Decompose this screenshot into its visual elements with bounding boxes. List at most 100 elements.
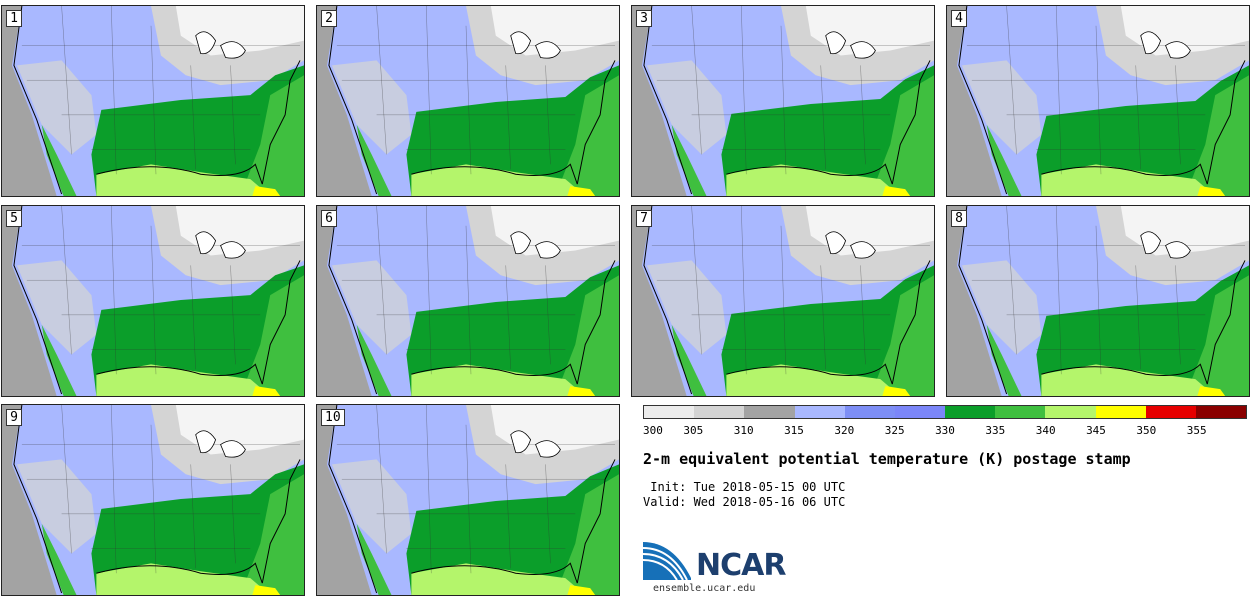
great-lakes xyxy=(825,231,876,259)
mountain-region xyxy=(16,60,97,155)
member-number: 10 xyxy=(321,409,345,426)
warm-region xyxy=(721,265,934,396)
coastline xyxy=(576,260,616,385)
warm-region xyxy=(406,265,619,396)
state-border xyxy=(691,6,702,155)
state-border xyxy=(111,405,117,574)
gulf-region xyxy=(96,364,271,396)
state-border xyxy=(190,65,196,170)
coastline xyxy=(643,6,693,195)
warm-region xyxy=(1036,265,1249,396)
ocean-region xyxy=(2,206,57,396)
warm-region xyxy=(91,65,304,196)
map-field xyxy=(947,6,1249,196)
colorbar-cell xyxy=(995,406,1046,418)
mountain-region xyxy=(16,260,97,355)
map-field xyxy=(632,206,934,396)
colorbar-cell xyxy=(794,406,845,418)
coast-region xyxy=(671,124,707,196)
state-border xyxy=(376,6,387,155)
state-border xyxy=(1135,265,1141,370)
state-border xyxy=(780,25,787,175)
coastline xyxy=(643,206,693,395)
hot-spot xyxy=(882,186,911,196)
postage-stamp-map: 10 xyxy=(316,404,620,596)
coast-region xyxy=(986,324,1022,396)
mountain-region xyxy=(646,60,727,155)
coastline xyxy=(411,562,578,584)
colorbar-tick-label: 340 xyxy=(1035,424,1056,437)
logo-wordmark: NCAR xyxy=(696,548,786,583)
state-border xyxy=(150,225,157,375)
state-border xyxy=(426,6,432,175)
postage-stamp-map: 6 xyxy=(316,205,620,397)
state-border xyxy=(111,206,117,375)
hot-spot xyxy=(567,186,596,196)
state-border xyxy=(1095,225,1102,375)
logo-url[interactable]: ensemble.ucar.edu xyxy=(653,583,756,594)
great-lakes xyxy=(195,231,246,259)
map-field xyxy=(632,6,934,196)
state-border xyxy=(1095,25,1102,175)
great-lakes xyxy=(1140,31,1191,59)
colorbar-cell xyxy=(1145,406,1196,418)
ocean-region xyxy=(632,206,687,396)
state-border xyxy=(1056,206,1062,375)
state-border xyxy=(230,265,236,365)
state-border xyxy=(465,25,472,175)
state-border xyxy=(376,405,387,554)
colorbar-cell xyxy=(1095,406,1146,418)
state-border xyxy=(61,405,72,554)
coastline xyxy=(891,260,931,385)
gulf-region xyxy=(1041,364,1216,396)
map-field xyxy=(317,405,619,595)
warm-region xyxy=(406,464,619,595)
gulf-region xyxy=(1041,164,1216,196)
coastline xyxy=(726,363,893,385)
state-border xyxy=(61,6,72,155)
state-border xyxy=(61,206,72,355)
coastline xyxy=(261,60,301,185)
state-border xyxy=(820,265,826,370)
mountain-region xyxy=(961,60,1042,155)
hot-spot xyxy=(252,186,281,196)
coastline xyxy=(96,363,263,385)
colorbar-tick-label: 310 xyxy=(733,424,754,437)
state-border xyxy=(545,464,551,564)
coast-region xyxy=(41,324,77,396)
coastline xyxy=(576,459,616,584)
hot-spot xyxy=(882,386,911,396)
coast-region xyxy=(356,324,392,396)
state-border xyxy=(465,225,472,375)
colorbar-tick-label: 345 xyxy=(1086,424,1106,437)
state-border xyxy=(230,464,236,564)
hot-spot xyxy=(567,386,596,396)
coastline xyxy=(958,6,1008,195)
mountain-region xyxy=(331,60,412,155)
gulf-region xyxy=(411,563,586,595)
postage-stamp-map: 9 xyxy=(1,404,305,596)
colorbar-tick-label: 325 xyxy=(884,424,905,437)
member-number: 8 xyxy=(951,210,967,227)
state-border xyxy=(505,265,511,370)
state-border xyxy=(1006,206,1017,355)
postage-stamp-map: 1 xyxy=(1,5,305,197)
valid-time: Valid: Wed 2018-05-16 06 UTC xyxy=(643,495,846,509)
warm-region xyxy=(721,65,934,196)
colorbar-tick-label: 355 xyxy=(1186,424,1207,437)
coastline xyxy=(411,163,578,185)
member-number: 6 xyxy=(321,210,337,227)
postage-stamp-map: 5 xyxy=(1,205,305,397)
ocean-region xyxy=(317,6,372,196)
mountain-region xyxy=(646,260,727,355)
member-number: 9 xyxy=(6,409,22,426)
colorbar-cell xyxy=(1195,406,1247,418)
state-border xyxy=(545,265,551,365)
state-border xyxy=(426,405,432,574)
coast-region xyxy=(671,324,707,396)
ocean-region xyxy=(947,6,1002,196)
state-border xyxy=(505,464,511,569)
colorbar-cell xyxy=(644,406,695,418)
map-field xyxy=(947,206,1249,396)
gulf-region xyxy=(411,364,586,396)
